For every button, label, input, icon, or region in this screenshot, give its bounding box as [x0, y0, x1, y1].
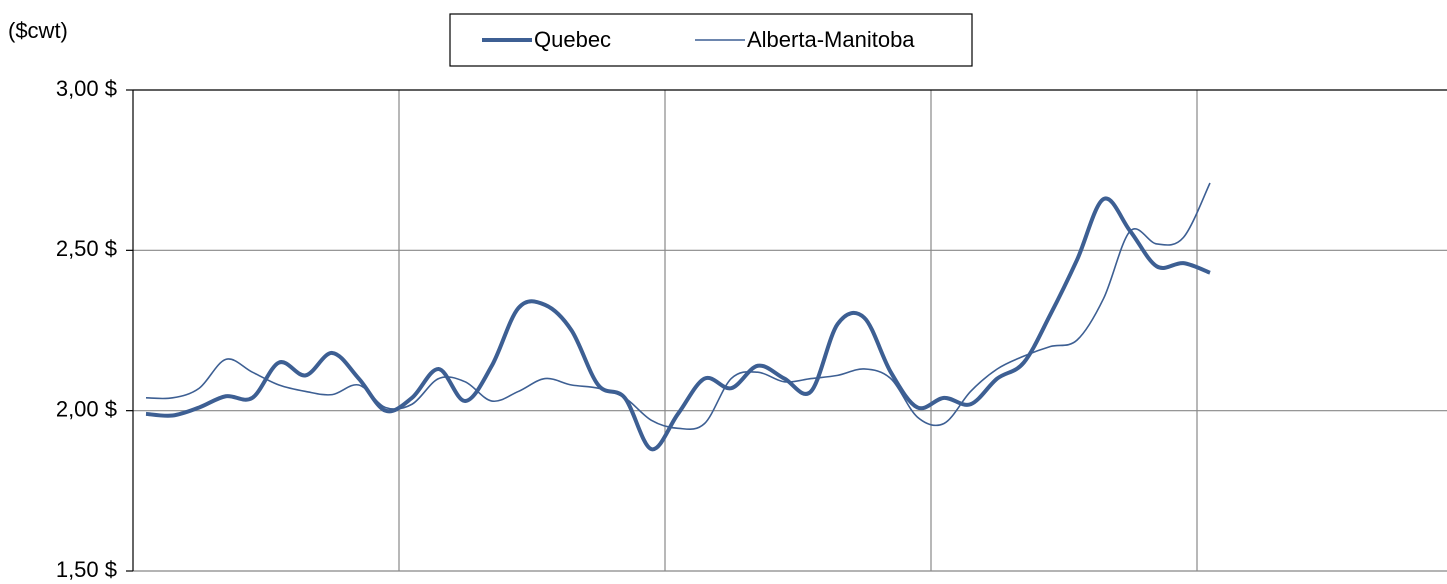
line-series	[145, 182, 1211, 431]
legend-label: Quebec	[534, 27, 611, 52]
y-tick-label: 1,50 $	[56, 557, 117, 582]
y-tick-label: 2,50 $	[56, 236, 117, 261]
y-axis-label: ($cwt)	[8, 18, 68, 43]
y-tick-label: 3,00 $	[56, 76, 117, 101]
legend-label: Alberta-Manitoba	[747, 27, 915, 52]
y-tick-label: 2,00 $	[56, 396, 117, 421]
line-series	[145, 196, 1211, 452]
